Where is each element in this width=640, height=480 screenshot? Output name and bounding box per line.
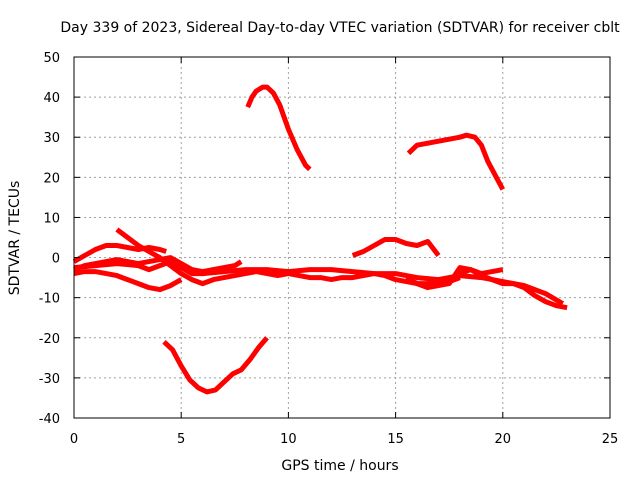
- series-line-arc-7: [245, 84, 312, 172]
- y-tick-label: -20: [39, 332, 60, 347]
- chart-title: Day 339 of 2023, Sidereal Day-to-day VTE…: [60, 20, 620, 36]
- series-line-arc-3: [73, 269, 183, 293]
- x-tick-label: 5: [177, 432, 185, 447]
- y-tick-label: 0: [52, 252, 60, 267]
- y-tick-label: 30: [43, 131, 60, 146]
- x-tick-label: 0: [70, 432, 78, 447]
- x-tick-label: 25: [602, 432, 619, 447]
- series-line-arc-11: [437, 267, 504, 286]
- y-tick-label: -40: [39, 412, 60, 427]
- x-tick-label: 10: [280, 432, 297, 447]
- y-tick-label: 20: [43, 171, 60, 186]
- x-tick-label: 15: [387, 432, 404, 447]
- x-tick-label: 20: [495, 432, 512, 447]
- y-tick-label: 10: [43, 211, 60, 226]
- plot-frame: [73, 56, 611, 419]
- y-axis-label: SDTVAR / TECUs: [7, 181, 23, 296]
- x-axis-label: GPS time / hours: [281, 458, 398, 474]
- grid: [74, 57, 610, 418]
- ticks: 0 5 10 15 20 25 -40 -30 -20 -10 0 10 20 30 40 50: [39, 51, 619, 447]
- series-line-arc-1: [72, 243, 167, 264]
- series-line-arc-9: [351, 237, 441, 258]
- series-line-arc-6: [162, 336, 269, 395]
- y-tick-label: -30: [39, 372, 60, 387]
- series-line-arc-5: [73, 259, 565, 306]
- y-tick-label: 50: [43, 51, 60, 66]
- series-line-arc-10: [405, 265, 568, 311]
- y-tick-label: 40: [43, 91, 60, 106]
- y-tick-label: -10: [39, 292, 60, 307]
- series-line-arc-8: [406, 132, 506, 191]
- series-group: [72, 84, 568, 395]
